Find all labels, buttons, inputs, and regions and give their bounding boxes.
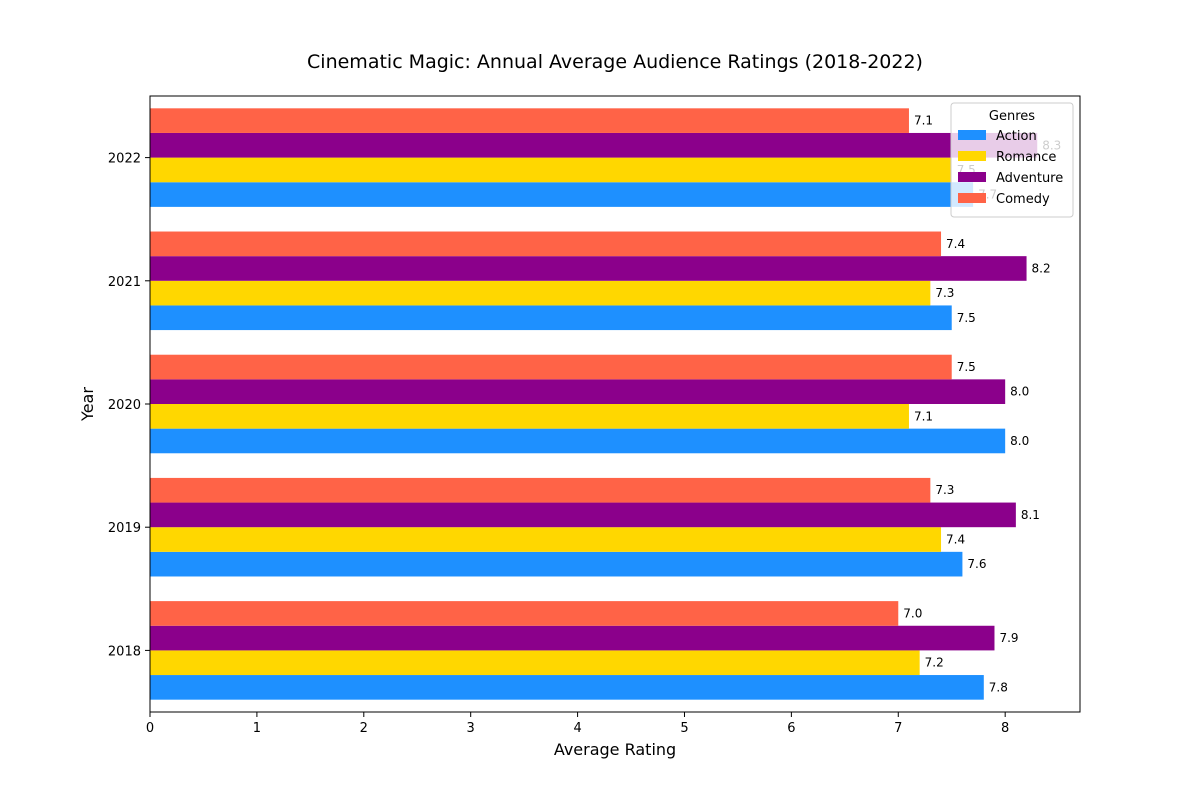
bar-romance-2018 <box>150 650 920 676</box>
value-label-adventure-2020: 8.0 <box>1010 385 1029 399</box>
legend: Genres Action Romance Adventure Comedy <box>950 102 1074 218</box>
y-tick-label: 2022 <box>108 152 141 167</box>
value-label-comedy-2020: 7.5 <box>957 360 976 374</box>
bar-action-2020 <box>150 428 1006 454</box>
value-label-action-2021: 7.5 <box>957 311 976 325</box>
legend-label-romance: Romance <box>996 150 1056 165</box>
legend-swatch-romance <box>958 151 986 161</box>
value-label-romance-2020: 7.1 <box>914 409 933 423</box>
value-label-romance-2019: 7.4 <box>946 533 965 547</box>
bar-comedy-2022 <box>150 108 909 133</box>
bars-layer <box>150 108 1038 700</box>
x-tick-label: 1 <box>253 721 261 736</box>
value-label-adventure-2019: 8.1 <box>1021 508 1040 522</box>
bar-comedy-2019 <box>150 477 931 503</box>
value-label-action-2020: 8.0 <box>1010 434 1029 448</box>
value-label-romance-2021: 7.3 <box>935 286 954 300</box>
x-tick-label: 2 <box>360 721 368 736</box>
bar-romance-2019 <box>150 527 942 552</box>
x-axis-label: Average Rating <box>554 740 676 759</box>
y-tick-label: 2018 <box>108 644 141 659</box>
bar-comedy-2018 <box>150 601 899 626</box>
x-tick-label: 0 <box>146 721 154 736</box>
bar-romance-2022 <box>150 157 952 183</box>
bar-romance-2020 <box>150 404 909 429</box>
value-label-comedy-2021: 7.4 <box>946 237 965 251</box>
value-label-comedy-2018: 7.0 <box>903 606 922 620</box>
bar-adventure-2021 <box>150 256 1027 281</box>
x-tick-label: 5 <box>680 721 688 736</box>
legend-label-action: Action <box>996 129 1037 144</box>
chart-title: Cinematic Magic: Annual Average Audience… <box>307 51 923 73</box>
value-label-action-2018: 7.8 <box>989 680 1008 694</box>
x-tick-label: 7 <box>894 721 902 736</box>
bar-action-2018 <box>150 675 984 700</box>
y-tick-label: 2020 <box>108 398 141 413</box>
bar-action-2022 <box>150 182 974 207</box>
legend-swatch-adventure <box>958 172 986 182</box>
bar-adventure-2018 <box>150 625 995 651</box>
y-axis: 2018 2019 2020 2021 2022 <box>108 152 150 659</box>
legend-title: Genres <box>989 109 1035 124</box>
value-label-comedy-2022: 7.1 <box>914 114 933 128</box>
bar-adventure-2022 <box>150 132 1038 158</box>
y-tick-label: 2019 <box>108 521 141 536</box>
bar-romance-2021 <box>150 280 931 306</box>
y-tick-label: 2021 <box>108 275 141 290</box>
legend-swatch-action <box>958 130 986 140</box>
x-tick-label: 4 <box>573 721 581 736</box>
value-label-romance-2018: 7.2 <box>925 656 944 670</box>
bar-action-2021 <box>150 305 952 331</box>
x-tick-label: 8 <box>1001 721 1009 736</box>
value-label-adventure-2021: 8.2 <box>1032 261 1051 275</box>
value-label-action-2019: 7.6 <box>967 557 986 571</box>
bar-comedy-2021 <box>150 231 942 257</box>
y-axis-label: Year <box>78 387 97 422</box>
bar-adventure-2019 <box>150 502 1016 528</box>
value-label-comedy-2019: 7.3 <box>935 483 954 497</box>
x-tick-label: 6 <box>787 721 795 736</box>
legend-label-comedy: Comedy <box>996 192 1050 207</box>
bar-comedy-2020 <box>150 354 952 380</box>
legend-swatch-comedy <box>958 193 986 203</box>
bar-action-2019 <box>150 551 963 577</box>
value-label-adventure-2018: 7.9 <box>999 631 1018 645</box>
bar-adventure-2020 <box>150 379 1006 404</box>
x-tick-label: 3 <box>467 721 475 736</box>
x-axis: 0 1 2 3 4 5 6 7 8 <box>146 712 1009 736</box>
legend-label-adventure: Adventure <box>996 171 1063 186</box>
